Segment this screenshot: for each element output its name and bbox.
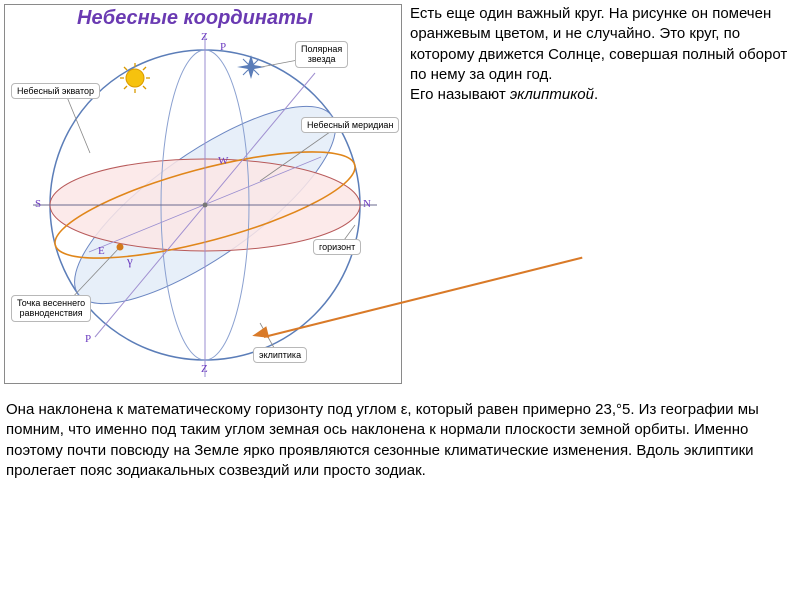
axis-label-p-top: P (220, 41, 226, 53)
axis-label-w: W (218, 155, 228, 167)
axis-label-z-bot: Z (201, 363, 208, 375)
label-ecliptic: эклиптика (253, 347, 307, 363)
celestial-diagram: Небесные координаты (4, 4, 402, 384)
axis-label-n: N (363, 198, 371, 210)
right-paragraph: Есть еще один важный круг. На рисунке он… (410, 4, 798, 105)
label-equator: Небесный экватор (11, 83, 100, 99)
right-text-2-suffix: . (594, 86, 598, 103)
label-horizon: горизонт (313, 239, 361, 255)
label-polaris: Полярная звезда (295, 41, 348, 68)
center-dot (203, 203, 208, 208)
axis-label-s: S (35, 198, 41, 210)
page-root: Небесные координаты (0, 0, 800, 600)
vernal-point-icon (117, 244, 124, 251)
axis-label-gamma: γ (127, 253, 133, 269)
label-meridian: Небесный меридиан (301, 117, 399, 133)
axis-label-p-bot: P (85, 333, 91, 345)
right-text-2-em: эклиптикой (510, 86, 594, 103)
bottom-paragraph: Она наклонена к математическому горизонт… (6, 400, 796, 481)
polaris-star-icon (237, 55, 265, 79)
axis-label-z-top: Z (201, 31, 208, 43)
label-vernal: Точка весеннего равноденствия (11, 295, 91, 322)
right-text-2-prefix: Его называют (410, 86, 510, 103)
right-text-main: Есть еще один важный круг. На рисунке он… (410, 5, 787, 83)
axis-label-e: E (98, 245, 105, 257)
